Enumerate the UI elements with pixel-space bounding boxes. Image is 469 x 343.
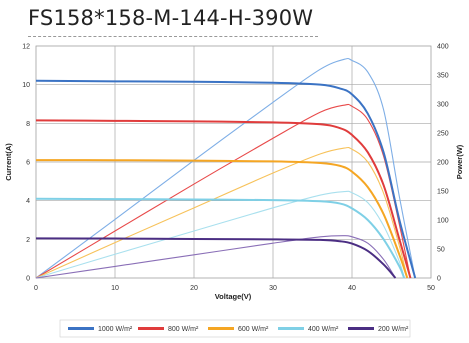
x-tick: 50: [427, 285, 435, 292]
legend-label-3: 600 W/m²: [238, 326, 269, 333]
legend-label-5: 200 W/m²: [378, 326, 409, 333]
current-curve-2: [35, 119, 412, 279]
title-underline: [28, 36, 318, 37]
power-curve-5: [35, 235, 396, 279]
y-tick-right: 350: [437, 73, 449, 80]
y-tick-right: 150: [437, 189, 449, 196]
y-tick-left: 4: [26, 198, 30, 205]
legend: 1000 W/m² 800 W/m² 600 W/m² 400 W/m² 200 W/m…: [68, 326, 409, 333]
current-curve-5: [35, 237, 397, 279]
x-tick: 40: [348, 285, 356, 292]
current-curve-1: [35, 79, 417, 279]
power-curve-1: [35, 57, 416, 279]
chart-title: FS158*158-M-144-H-390W: [28, 6, 314, 30]
legend-box: [59, 319, 411, 338]
y-tick-right: 50: [437, 247, 445, 254]
series-layer: [35, 57, 417, 279]
y-tick-right: 250: [437, 131, 449, 138]
y-tick-left: 0: [26, 276, 30, 283]
y-axis-label-left: Current(A): [4, 143, 13, 181]
y-tick-right: 200: [437, 160, 449, 167]
y-axis-label-right: Power(W): [455, 144, 464, 179]
y-tick-left: 6: [26, 160, 30, 167]
y-tick-left: 2: [26, 237, 30, 244]
x-tick: 30: [269, 285, 277, 292]
y-tick-left: 10: [22, 82, 30, 89]
y-tick-left: 8: [26, 121, 30, 128]
legend-label-4: 400 W/m²: [308, 326, 339, 333]
power-curve-3: [35, 146, 408, 279]
power-curve-4: [35, 190, 405, 279]
current-curve-4: [35, 197, 406, 279]
y-tick-left: 12: [22, 44, 30, 51]
legend-label-2: 800 W/m²: [168, 326, 199, 333]
y-tick-right: 300: [437, 102, 449, 109]
y-tick-right: 0: [437, 276, 441, 283]
current-curve-3: [35, 159, 409, 279]
x-axis-label: Voltage(V): [215, 292, 252, 301]
x-tick: 0: [34, 285, 38, 292]
y-tick-right: 100: [437, 218, 449, 225]
legend-label-1: 1000 W/m²: [98, 326, 133, 333]
x-tick: 10: [111, 285, 119, 292]
x-tick: 20: [190, 285, 198, 292]
y-tick-right: 400: [437, 44, 449, 51]
